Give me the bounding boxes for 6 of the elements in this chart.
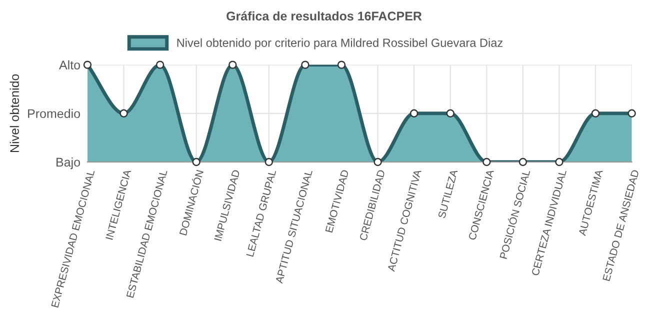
chart-title: Gráfica de resultados 16FACPER xyxy=(226,11,422,21)
category-label: Alto xyxy=(59,60,80,70)
legend-label: Nivel obtenido por criterio para Mildred Rossibel Guevara Diaz xyxy=(177,38,503,50)
category-label: Bajo xyxy=(56,157,80,170)
category-label: Promedio xyxy=(28,108,80,118)
y-axis-title: Nivel obtenido xyxy=(10,74,20,152)
